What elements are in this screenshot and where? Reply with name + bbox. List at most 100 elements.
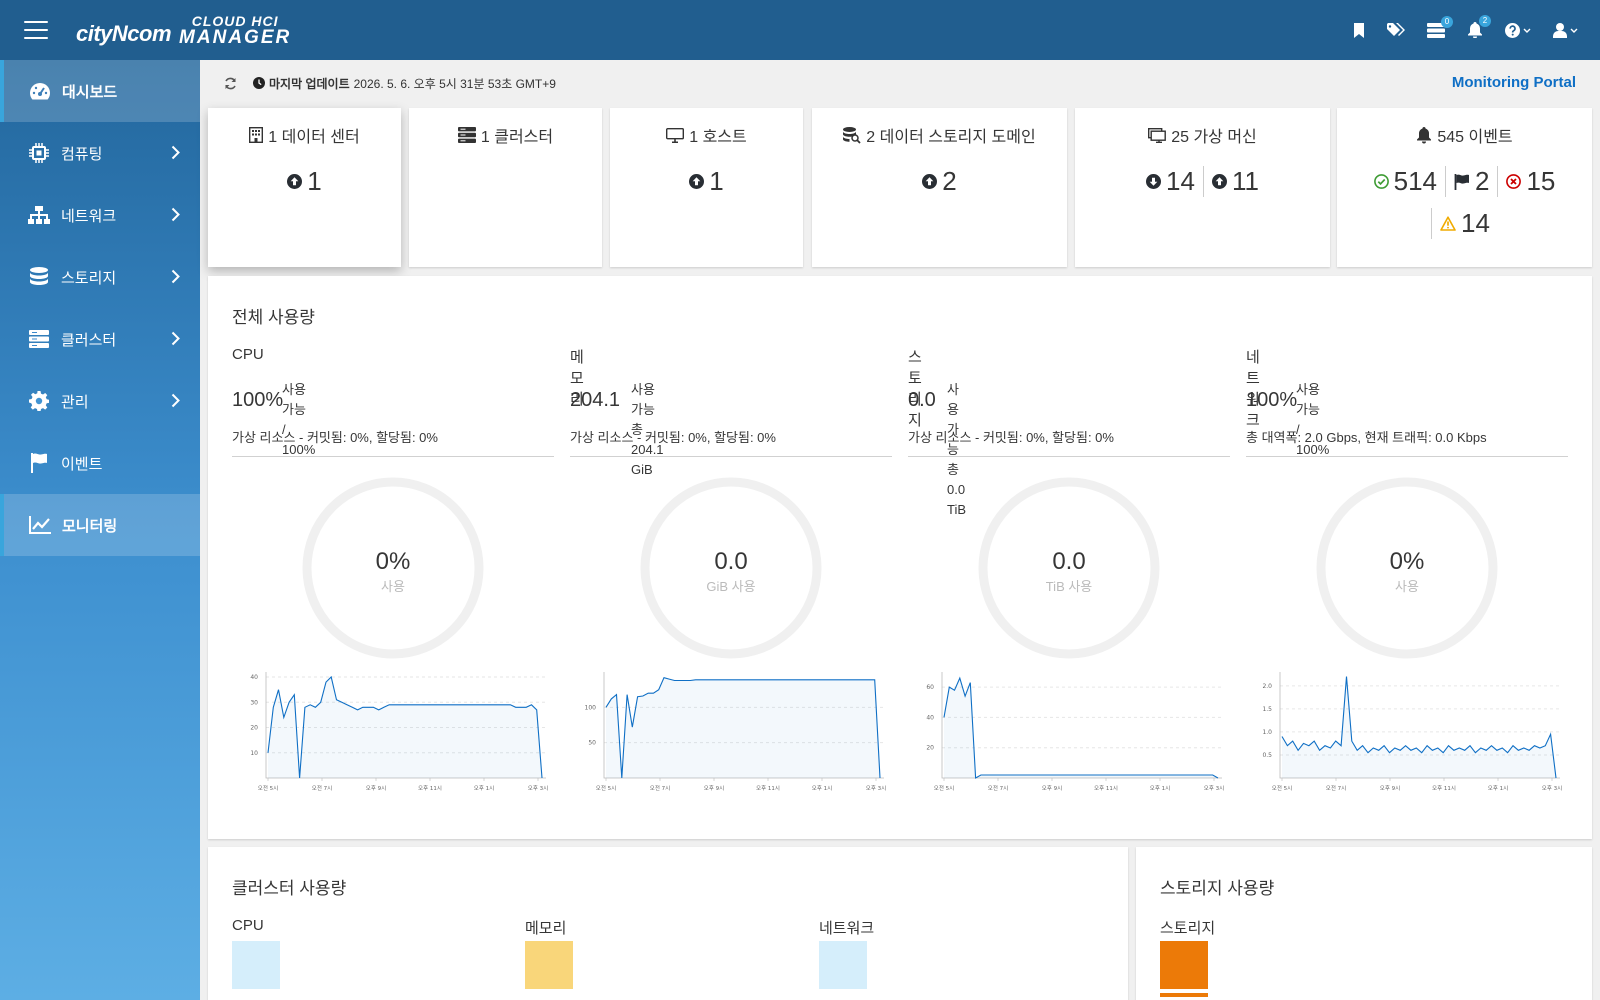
sidebar-item-label: 네트워크: [61, 207, 117, 225]
series-area: [1282, 676, 1556, 778]
x-tick-label: 오전 5시: [934, 784, 954, 792]
storage-label: 스토리지: [1160, 920, 1216, 937]
y-tick-label: 1.5: [1262, 706, 1272, 713]
usage-detail-text: 총 대역폭: 2.0 Gbps, 현재 트래픽: 0.0 Kbps: [1246, 430, 1487, 445]
sidebar-item-label: 대시보드: [62, 83, 118, 101]
series-area: [606, 677, 880, 778]
sidebar-item-cluster[interactable]: 클러스터: [0, 308, 200, 370]
sidebar-item-admin[interactable]: 관리: [0, 370, 200, 432]
vm-card[interactable]: 25 가상 머신 14 11: [1075, 108, 1330, 267]
tags-icon[interactable]: [1387, 22, 1405, 38]
sparkline-svg: 50 100 오전 5시 오전 7시 오후 9시 오후 11시 오후 1시 오후 3시: [585, 672, 886, 792]
vm-title: 25 가상 머신: [1171, 129, 1257, 146]
chip-icon: [27, 143, 51, 163]
user-icon: [1553, 22, 1567, 38]
host-card[interactable]: 1 호스트 1: [610, 108, 803, 267]
sidebar-item-label: 컴퓨팅: [61, 145, 103, 163]
series-area: [268, 677, 542, 778]
usage-detail-text: 가상 리소스 - 커밋됨: 0%, 할당됨: 0%: [570, 430, 776, 445]
x-tick-label: 오전 7시: [988, 784, 1008, 792]
y-tick-label: 40: [250, 674, 258, 681]
storage-swatch-bar: [1160, 993, 1208, 997]
donut-unit: 사용: [1395, 579, 1419, 594]
x-tick-label: 오후 9시: [1042, 785, 1062, 792]
usage-column-title: 네트워크: [1246, 349, 1260, 429]
usage-column-title: 메모리: [570, 349, 584, 408]
usage-sparkline[interactable]: 50 100 오전 5시 오전 7시 오후 9시 오후 11시 오후 1시 오후 3시: [570, 664, 892, 799]
refresh-icon[interactable]: [224, 77, 237, 90]
chart-axis: [265, 672, 546, 779]
sparkline-svg: 20 40 60 오전 5시 오전 7시 오후 9시 오후 11시 오후 1시 오후 3시: [926, 672, 1224, 792]
bell-icon: [1417, 126, 1432, 143]
usage-available-label: 사용 가능: [947, 382, 959, 457]
cluster-cpu-swatch[interactable]: [232, 941, 280, 989]
cluster-memory-swatch[interactable]: [525, 941, 573, 989]
usage-sparkline[interactable]: 10 20 30 40 오전 5시 오전 7시 오후 9시 오후 11시 오후 1시 오후 3시: [232, 664, 554, 799]
usage-available-label: 사용 가능: [1296, 382, 1320, 417]
bookmark-icon[interactable]: [1353, 22, 1365, 38]
sidebar-item-label: 이벤트: [61, 455, 103, 473]
events-card[interactable]: 545 이벤트 514 2 15 14: [1337, 108, 1592, 267]
cluster-card[interactable]: 1 클러스터: [409, 108, 602, 267]
arrow-circle-down-icon: [1146, 174, 1162, 189]
vm-down-stat: 14: [1138, 166, 1203, 197]
events-title: 545 이벤트: [1437, 129, 1513, 146]
header-actions: 0 2: [1353, 0, 1578, 60]
sidebar-item-monitoring[interactable]: 모니터링: [0, 494, 200, 556]
logo-product-line2: MANAGER: [179, 26, 292, 48]
donut-value: 0.0: [714, 548, 748, 575]
usage-total-value: 총 0.0 TiB: [947, 462, 967, 517]
server-icon: [457, 127, 476, 143]
sidebar-item-network[interactable]: 네트워크: [0, 184, 200, 246]
y-tick-label: 40: [926, 714, 934, 721]
help-menu[interactable]: [1505, 22, 1531, 38]
flag-icon: [1454, 173, 1470, 190]
app-logo[interactable]: cityNcom CLOUD HCI MANAGER: [76, 14, 291, 47]
usage-total-value: 총 204.1 GiB: [631, 422, 664, 477]
warning-triangle-icon: [1440, 216, 1456, 231]
sidebar-item-storage[interactable]: 스토리지: [0, 246, 200, 308]
arrow-circle-up-icon: [287, 174, 303, 189]
datacenter-title: 1 데이터 센터: [268, 129, 360, 146]
x-tick-label: 오전 5시: [258, 784, 278, 792]
usage-donut-chart[interactable]: 0% 사용: [301, 476, 485, 660]
chevron-down-icon: [1570, 28, 1578, 33]
storage-domain-card[interactable]: 2 데이터 스토리지 도메인 2: [812, 108, 1067, 267]
sidebar-item-computing[interactable]: 컴퓨팅: [0, 122, 200, 184]
series-line: [267, 675, 543, 779]
user-menu[interactable]: [1553, 22, 1578, 38]
x-tick-label: 오후 11시: [756, 785, 780, 792]
usage-donut-chart[interactable]: 0% 사용: [1315, 476, 1499, 660]
arrow-circle-up-icon: [922, 174, 938, 189]
chevron-right-icon: [171, 145, 180, 160]
clock-icon: [253, 77, 265, 89]
sidebar-item-events[interactable]: 이벤트: [0, 432, 200, 494]
tasks-icon[interactable]: 0: [1427, 15, 1453, 38]
menu-toggle-icon[interactable]: [24, 21, 48, 39]
sidebar-item-label: 클러스터: [61, 331, 117, 349]
dashboard-icon: [28, 82, 52, 100]
x-tick-label: 오후 1시: [812, 785, 832, 792]
x-tick-label: 오후 1시: [1150, 785, 1170, 792]
sidebar-item-dashboard[interactable]: 대시보드: [0, 60, 200, 122]
chart-axis: [1279, 672, 1560, 779]
x-tick-label: 오후 3시: [1204, 785, 1224, 792]
desktop-icon: [666, 127, 685, 143]
cluster-usage-panel: 클러스터 사용량 CPU 메모리 네트워크: [208, 847, 1128, 1000]
usage-sparkline[interactable]: 0.5 1.0 1.5 2.0 오전 5시 오전 7시 오후 9시 오후 11시 오후 1시 오후…: [1246, 664, 1568, 799]
x-tick-label: 오후 11시: [418, 785, 442, 792]
usage-donut-chart[interactable]: 0.0 GiB 사용: [639, 476, 823, 660]
usage-sparkline[interactable]: 20 40 60 오전 5시 오전 7시 오후 9시 오후 11시 오후 1시 오후 3시: [908, 664, 1230, 799]
monitoring-portal-link[interactable]: Monitoring Portal: [1451, 74, 1576, 91]
top-navbar: cityNcom CLOUD HCI MANAGER 0 2: [0, 0, 1600, 60]
logo-brand: cityNcom: [76, 20, 172, 46]
datacenter-card[interactable]: 1 데이터 센터 1: [208, 108, 401, 267]
bell-icon[interactable]: 2: [1467, 15, 1491, 38]
arrow-circle-up-icon: [689, 174, 705, 189]
usage-donut-chart[interactable]: 0.0 TiB 사용: [977, 476, 1161, 660]
database-icon: [27, 267, 51, 287]
storage-swatch[interactable]: [1160, 941, 1208, 989]
server-icon: [27, 330, 51, 348]
cluster-network-swatch[interactable]: [819, 941, 867, 989]
main-content: 마지막 업데이트 2026. 5. 6. 오후 5시 31분 53초 GMT+9…: [200, 60, 1600, 1000]
